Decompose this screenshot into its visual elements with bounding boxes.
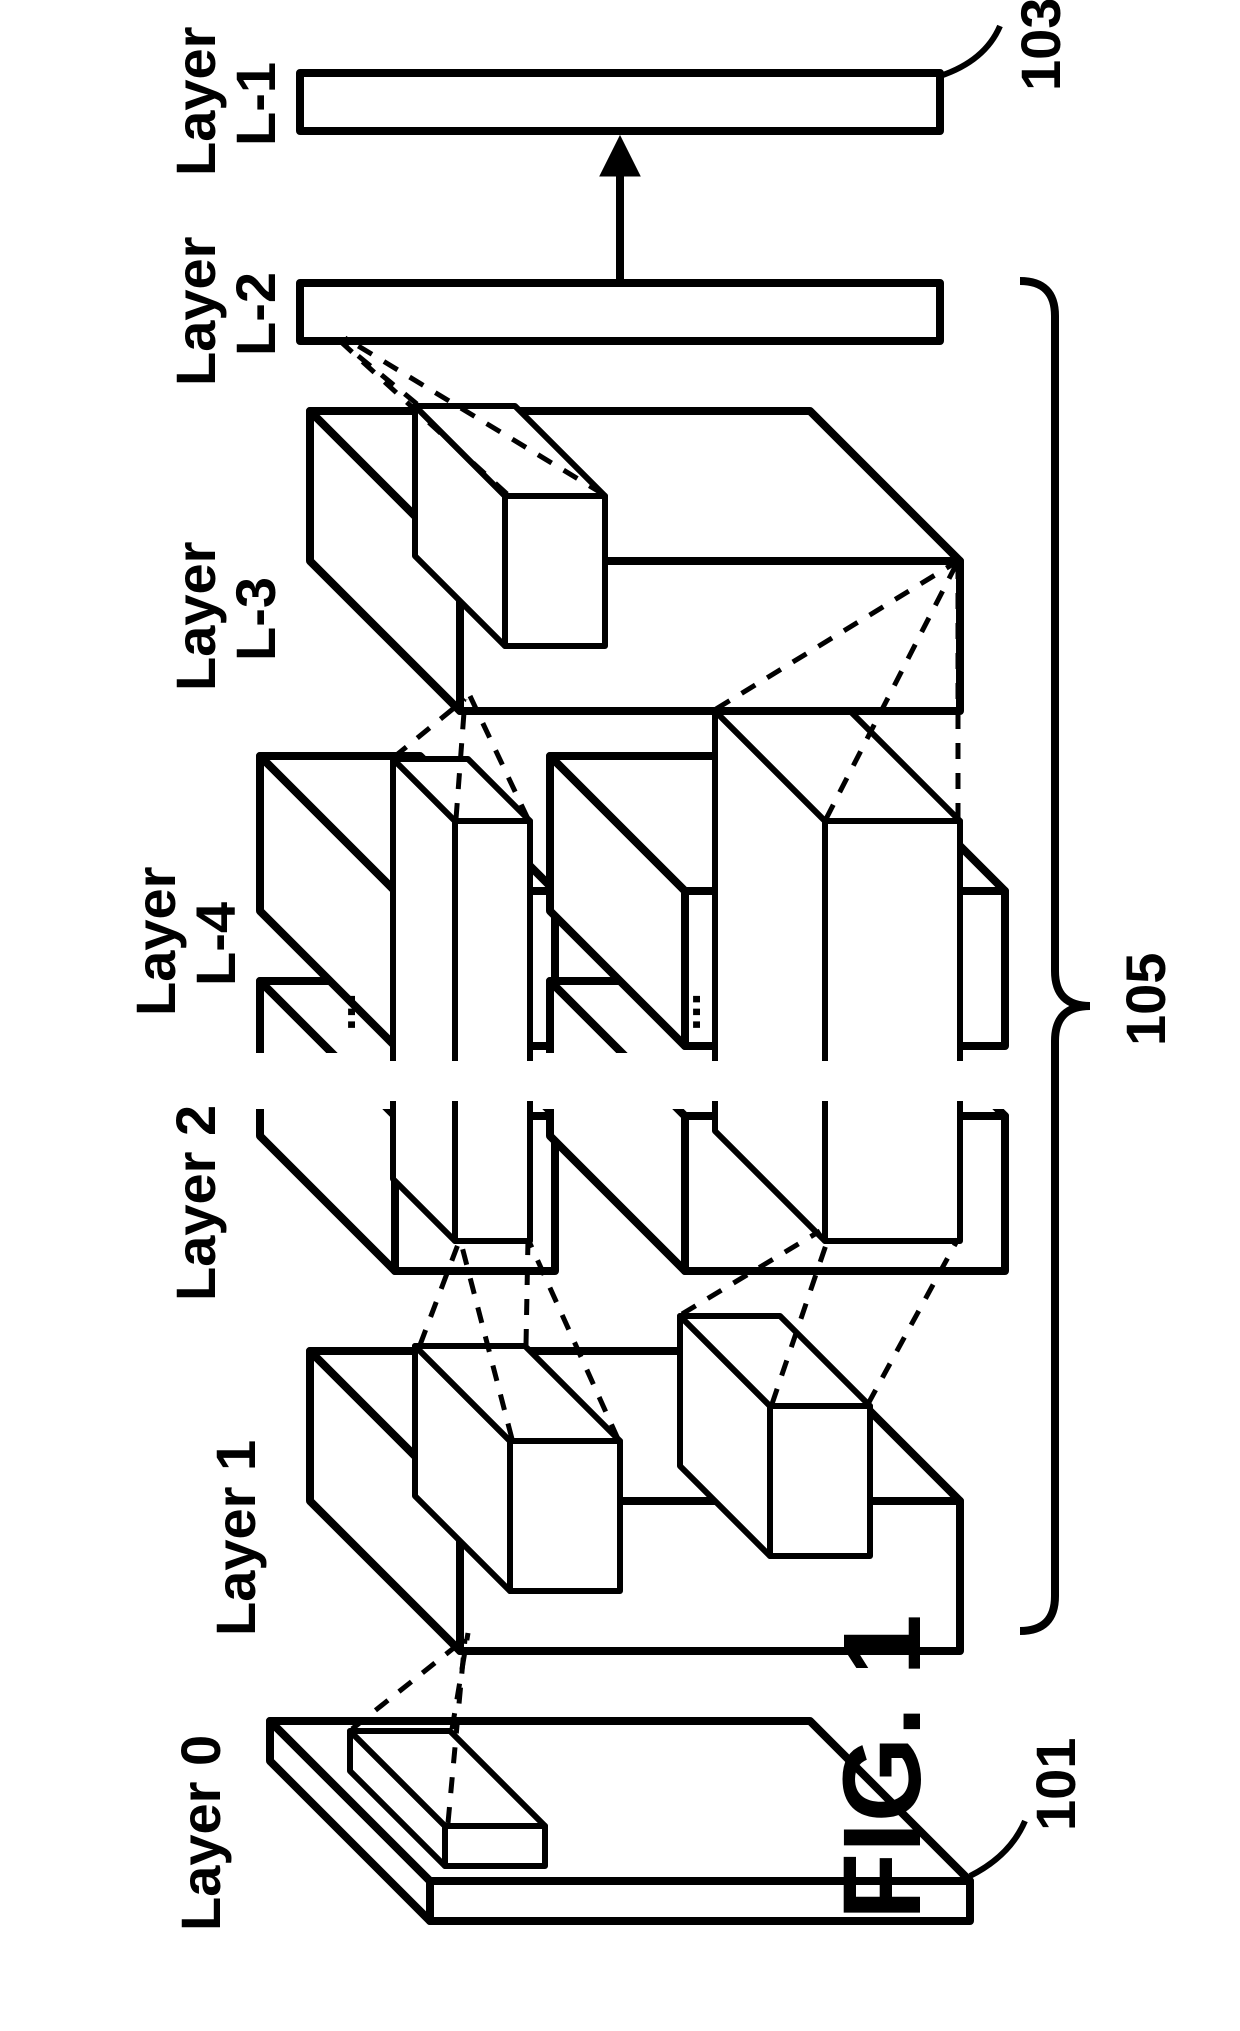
ref-105: 105 (1114, 953, 1177, 1046)
label-layerL1-2: L-1 (224, 62, 287, 146)
ref-103: 103 (1009, 0, 1072, 91)
arrow-L2-L1 (600, 136, 640, 279)
ellipsis-upper-right: ... (313, 993, 365, 1031)
layer2-lower-inner (715, 711, 960, 1241)
layerL1-bar (300, 73, 940, 131)
ellipsis-lower-right: ... (658, 993, 710, 1031)
layerL2-bar (300, 283, 940, 341)
layer2-upper-inner (393, 759, 530, 1241)
cnn-layers-diagram: 101 (0, 0, 1240, 2031)
label-layerL4-1: Layer (124, 867, 187, 1016)
layer2-upper-inner-gap (380, 1061, 540, 1101)
label-layerL2-2: L-2 (224, 272, 287, 356)
figure-title: FIG. 1 (821, 1614, 944, 1920)
label-layer2: Layer 2 (164, 1105, 227, 1301)
layerL3-slab (310, 411, 960, 711)
label-layer1: Layer 1 (204, 1440, 267, 1636)
label-layerL4-2: L-4 (184, 902, 247, 986)
label-layerL1-1: Layer (164, 27, 227, 176)
label-layerL2-1: Layer (164, 237, 227, 386)
ref-101-leader (970, 1821, 1025, 1876)
label-layer0: Layer 0 (169, 1735, 232, 1931)
brace-105 (1020, 281, 1090, 1631)
layer2-lower-inner-gap (700, 1061, 970, 1101)
ref-103-leader (940, 26, 1000, 76)
ref-101: 101 (1024, 1738, 1087, 1831)
label-layerL3-2: L-3 (224, 577, 287, 661)
label-layerL3-1: Layer (164, 542, 227, 691)
